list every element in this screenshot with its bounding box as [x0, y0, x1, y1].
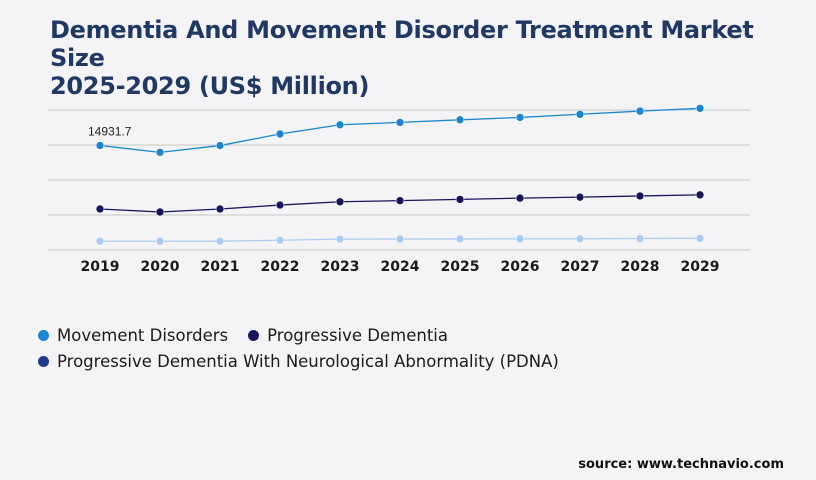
- chart-title-line2: 2025-2029 (US$ Million): [50, 72, 370, 100]
- series-line-0: [99, 107, 701, 154]
- legend-row-1: Movement Disorders Progressive Dementia: [38, 322, 778, 348]
- legend-row-2: Progressive Dementia With Neurological A…: [38, 348, 778, 374]
- x-tick-label: 2027: [561, 259, 600, 275]
- legend-marker: [248, 329, 260, 341]
- data-point: [95, 141, 105, 150]
- x-tick-label: 2029: [681, 259, 720, 275]
- data-point: [335, 234, 345, 244]
- x-tick-label: 2022: [261, 259, 300, 275]
- chart-title: Dementia And Movement Disorder Treatment…: [50, 16, 770, 100]
- data-point: [635, 191, 645, 201]
- data-label: 14931.7: [88, 124, 132, 138]
- data-point: [155, 148, 165, 157]
- data-point: [395, 118, 405, 127]
- x-tick-label: 2023: [321, 259, 360, 275]
- x-tick-label: 2020: [141, 259, 180, 275]
- legend-label: Movement Disorders: [57, 325, 229, 345]
- data-point: [215, 141, 225, 150]
- data-point: [335, 120, 345, 130]
- data-point: [635, 106, 645, 116]
- data-point: [695, 190, 705, 200]
- x-tick-label: 2024: [381, 259, 420, 275]
- data-point: [695, 104, 705, 113]
- data-point: [575, 192, 585, 202]
- legend-label: Progressive Dementia With Neurological A…: [57, 351, 559, 371]
- chart-legend: Movement Disorders Progressive Dementia …: [38, 322, 778, 374]
- data-point: [215, 236, 225, 246]
- x-tick-label: 2026: [501, 259, 540, 275]
- data-point: [515, 234, 525, 244]
- data-point: [275, 235, 285, 245]
- data-point: [215, 204, 225, 214]
- legend-marker: [38, 355, 49, 367]
- data-point: [695, 234, 705, 243]
- legend-marker: [38, 329, 49, 341]
- x-tick-label: 2021: [201, 259, 240, 275]
- data-point: [95, 204, 105, 214]
- chart-title-line1: Dementia And Movement Disorder Treatment…: [50, 16, 754, 72]
- data-point: [155, 207, 165, 217]
- data-point: [395, 234, 405, 244]
- data-point: [575, 234, 585, 244]
- legend-label: Progressive Dementia: [267, 325, 448, 345]
- data-point: [515, 113, 525, 122]
- source-credit: source: www.technavio.com: [578, 457, 784, 472]
- data-point: [455, 195, 465, 204]
- data-point: [455, 234, 465, 244]
- data-point: [275, 200, 285, 210]
- data-point: [155, 236, 165, 246]
- x-tick-label: 2028: [621, 259, 660, 275]
- data-point: [635, 234, 645, 243]
- x-tick-label: 2019: [81, 259, 120, 275]
- x-tick-label: 2025: [441, 259, 480, 275]
- data-point: [335, 197, 345, 207]
- data-point: [275, 129, 285, 139]
- data-point: [575, 109, 585, 119]
- data-point: [95, 236, 105, 246]
- data-point: [515, 193, 525, 203]
- data-point: [395, 196, 405, 205]
- line-chart: 2019 2020 2021 2022 2023 2024 2025 2026 2027 2028…: [48, 104, 750, 275]
- legend-item-progressive-dementia: Progressive Dementia: [248, 326, 448, 345]
- legend-item-pdna: Progressive Dementia With Neurological A…: [38, 352, 559, 371]
- data-point: [455, 115, 465, 125]
- legend-item-movement-disorders: Movement Disorders: [38, 326, 228, 345]
